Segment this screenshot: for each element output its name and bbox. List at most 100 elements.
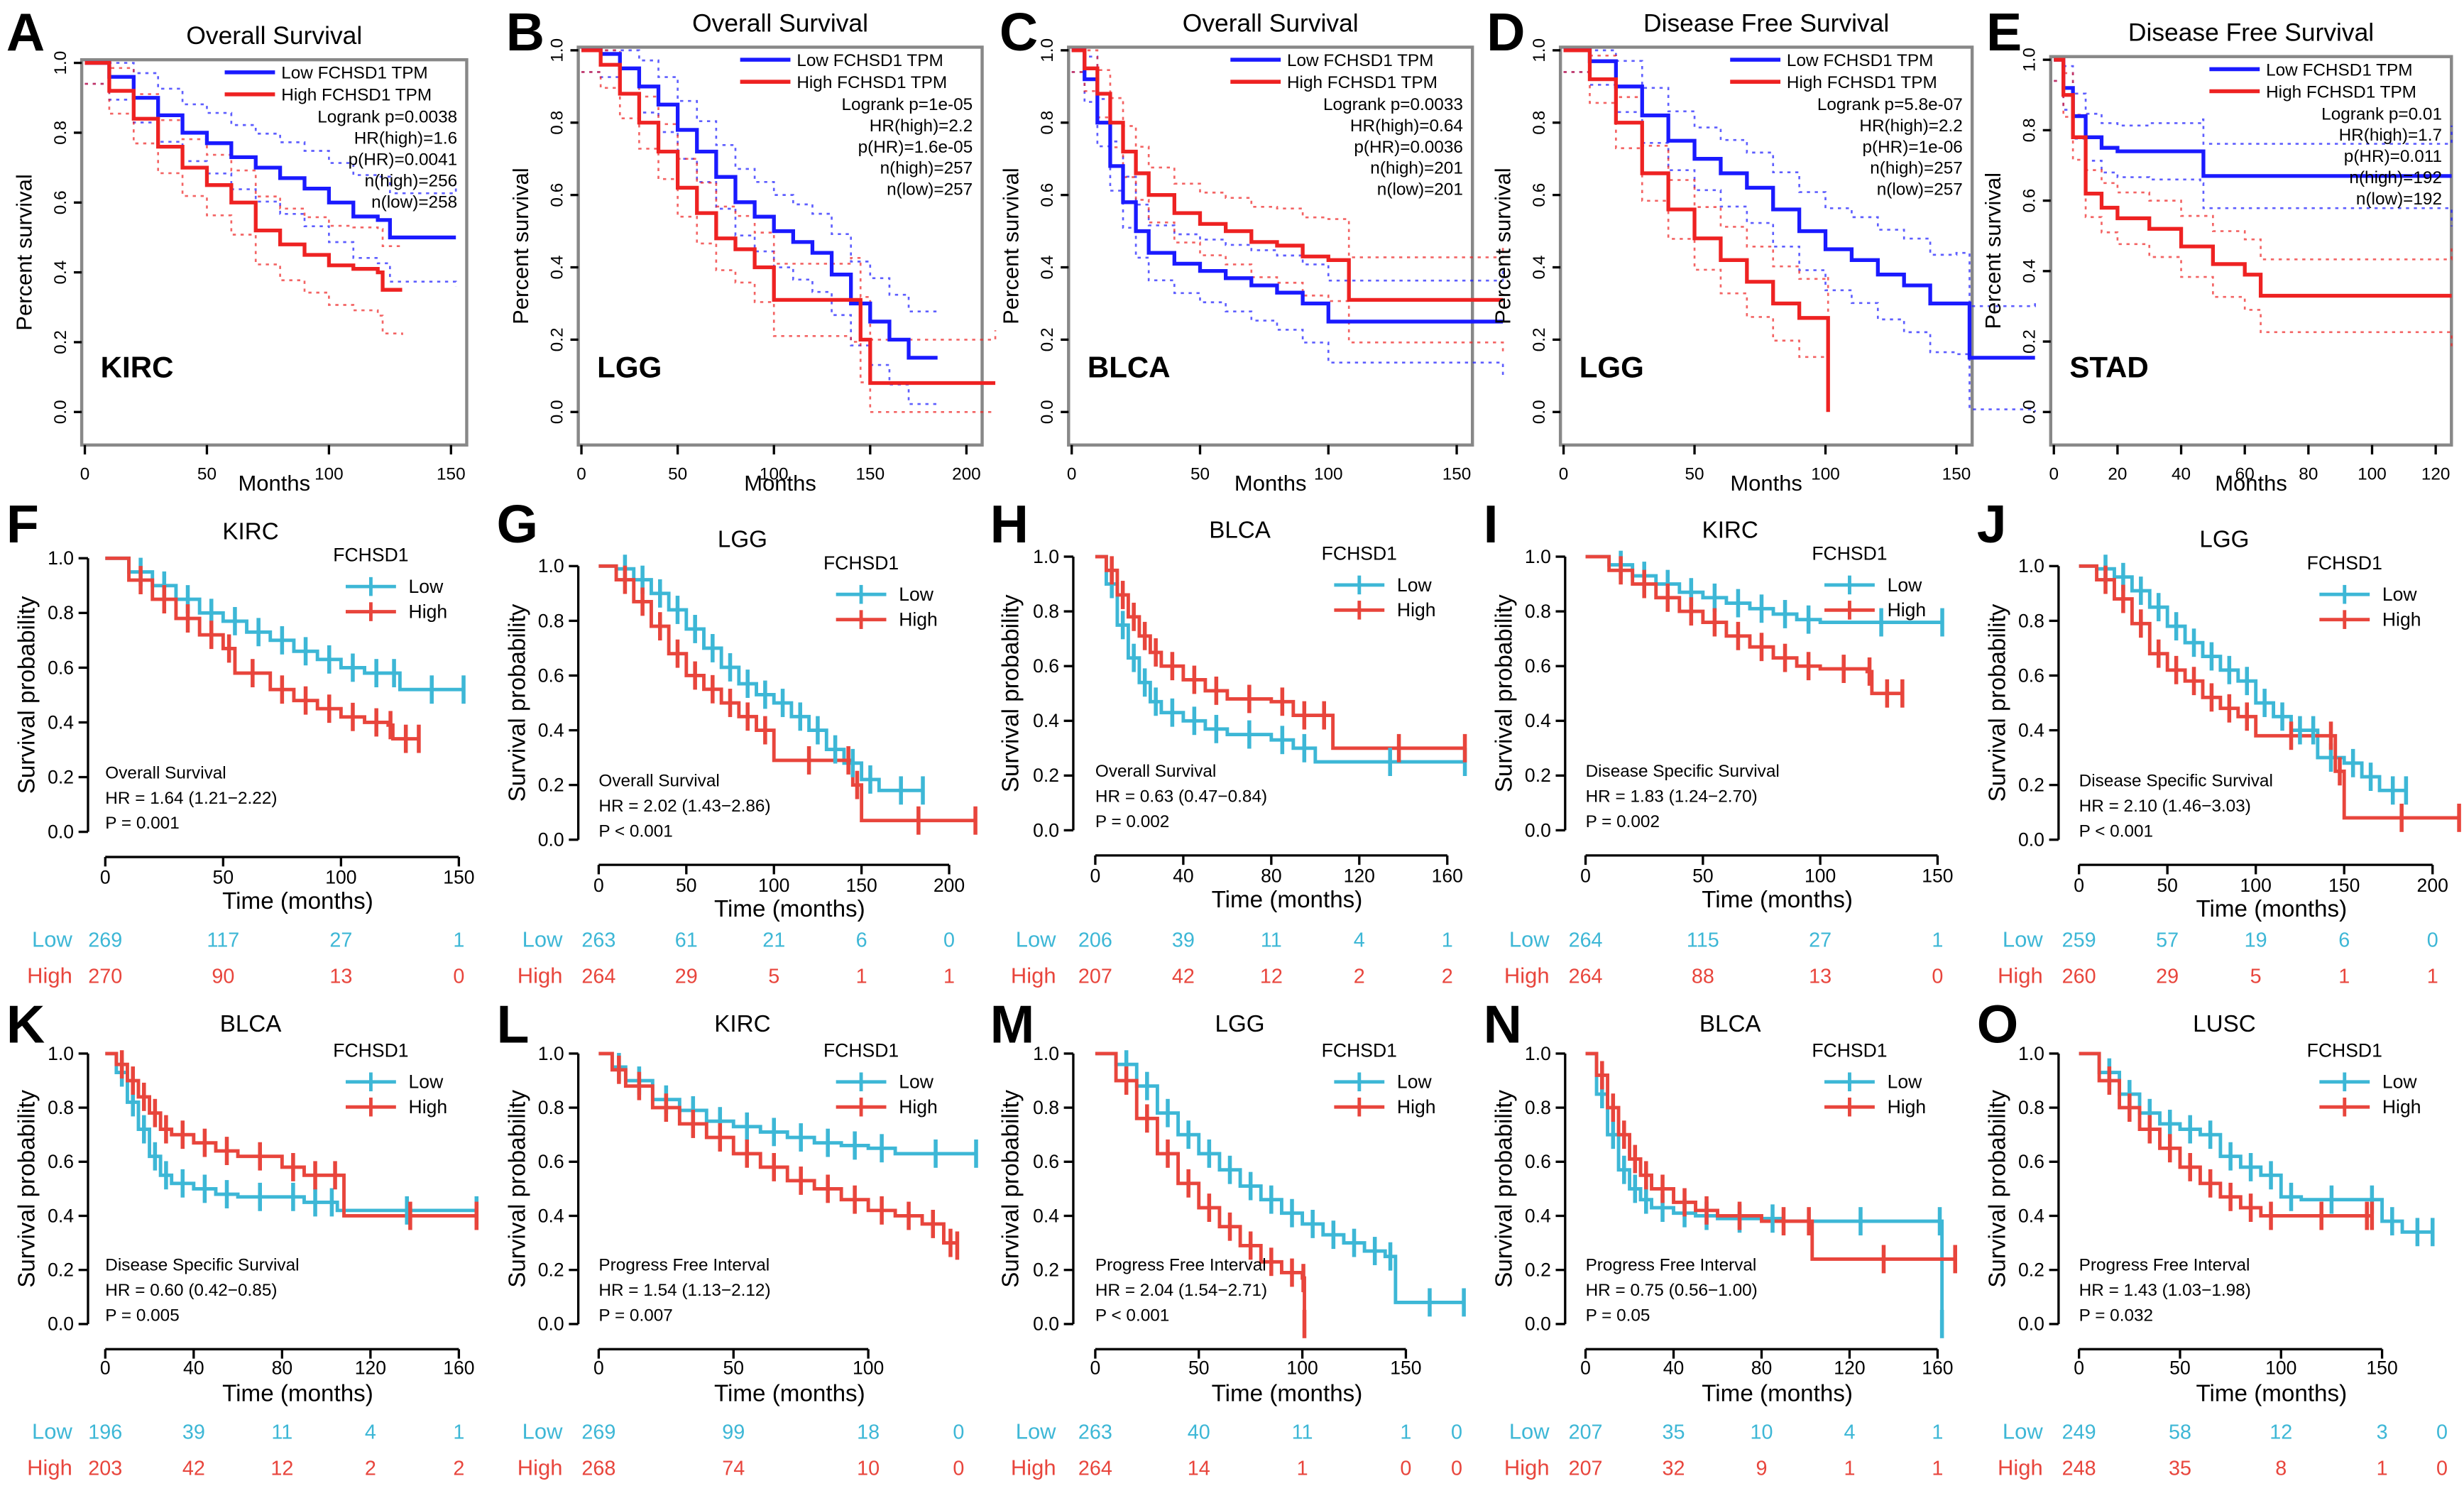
risk-table-low-label: Low bbox=[32, 1419, 72, 1444]
risk-table-high-count: 1 bbox=[856, 965, 867, 988]
risk-table-high-count: 2 bbox=[1442, 965, 1453, 988]
x-tick-label: 60 bbox=[2235, 465, 2255, 484]
y-axis-label: Percent survival bbox=[1981, 173, 2005, 329]
legend-high-label: High bbox=[1397, 1096, 1436, 1118]
x-tick-label: 120 bbox=[1834, 1357, 1865, 1379]
risk-table-high-count: 1 bbox=[943, 965, 955, 988]
hazard-ratio-label: HR = 1.64 (1.21−2.22) bbox=[105, 789, 277, 808]
x-axis-label: Time (months) bbox=[1212, 887, 1363, 913]
risk-table-low-count: 1 bbox=[453, 929, 464, 951]
low-survival-curve bbox=[84, 60, 456, 240]
x-axis-label: Time (months) bbox=[2196, 1380, 2347, 1406]
gepia-panel-e: E Disease Free Survival 0.0 0.2 0.4 0.6 0.8 1.0… bbox=[1981, 2, 2453, 496]
y-tick-label: 0.0 bbox=[1033, 819, 1059, 841]
risk-table-low-count: 1 bbox=[1400, 1421, 1411, 1444]
legend-title: FCHSD1 bbox=[823, 1039, 899, 1061]
risk-table-low-label: Low bbox=[2003, 927, 2043, 951]
legend-title: FCHSD1 bbox=[1322, 542, 1397, 564]
high-ci-lower bbox=[1563, 71, 1829, 413]
x-axis-label: Time (months) bbox=[2196, 896, 2347, 922]
p-value-label: P < 0.001 bbox=[1095, 1306, 1169, 1325]
stat-line: Logrank p=0.0033 bbox=[1323, 95, 1463, 114]
risk-table-low-count: 263 bbox=[1078, 1421, 1112, 1444]
y-tick-label: 0.8 bbox=[1033, 601, 1059, 622]
y-tick-label: 0.2 bbox=[1038, 327, 1057, 351]
risk-table-high-count: 90 bbox=[212, 965, 234, 988]
low-survival-curve bbox=[598, 564, 924, 792]
y-tick-label: 0.2 bbox=[51, 330, 70, 354]
x-tick-label: 150 bbox=[1442, 465, 1472, 484]
legend-high-label: High bbox=[409, 1096, 448, 1118]
survival-measure-label: Progress Free Interval bbox=[598, 1256, 770, 1275]
x-tick-label: 0 bbox=[80, 465, 90, 484]
hazard-ratio-label: HR = 2.04 (1.54−2.71) bbox=[1095, 1281, 1267, 1300]
stat-line: n(low)=192 bbox=[2356, 190, 2442, 209]
risk-table-high-label: High bbox=[1011, 963, 1056, 988]
y-tick-label: 0.8 bbox=[2018, 1097, 2044, 1118]
panel-title: Overall Survival bbox=[1183, 9, 1359, 37]
x-axis-label: Months bbox=[744, 471, 816, 496]
stat-line: HR(high)=2.2 bbox=[1859, 116, 1962, 136]
risk-table-low-count: 196 bbox=[88, 1421, 122, 1444]
risk-table-low-count: 6 bbox=[856, 929, 867, 951]
x-tick-label: 0 bbox=[1090, 865, 1101, 887]
legend-high-label: High bbox=[899, 608, 938, 630]
plot-frame bbox=[1558, 45, 1974, 447]
y-axis-label: Survival probability bbox=[14, 1090, 40, 1288]
high-ci-lower bbox=[581, 71, 996, 413]
risk-table-high-count: 13 bbox=[1809, 965, 1831, 988]
x-tick-label: 80 bbox=[272, 1357, 293, 1379]
risk-table-high-count: 0 bbox=[2436, 1457, 2448, 1480]
x-tick-label: 40 bbox=[183, 1357, 204, 1379]
risk-table-low-count: 35 bbox=[1663, 1421, 1685, 1444]
risk-table-high-count: 2 bbox=[365, 1457, 376, 1480]
y-tick-label: 0.0 bbox=[547, 400, 566, 424]
x-tick-label: 150 bbox=[2328, 875, 2360, 896]
low-ci-upper bbox=[1563, 49, 2037, 307]
high-ci-upper bbox=[581, 49, 997, 341]
y-tick-label: 0.0 bbox=[1525, 1313, 1551, 1335]
x-tick-label: 100 bbox=[314, 465, 344, 484]
y-tick-label: 0.4 bbox=[1033, 710, 1059, 731]
panel-letter: H bbox=[990, 494, 1029, 554]
risk-table-low-count: 1 bbox=[1932, 929, 1943, 951]
risk-table-low-label: Low bbox=[32, 927, 72, 951]
legend-low-label: Low bbox=[409, 576, 444, 597]
x-tick-label: 200 bbox=[2417, 875, 2448, 896]
legend-low-label: Low bbox=[409, 1071, 444, 1093]
legend-high-label: High bbox=[1397, 599, 1436, 621]
x-tick-label: 150 bbox=[856, 465, 885, 484]
risk-table-low-count: 19 bbox=[2245, 929, 2267, 951]
x-axis-label: Time (months) bbox=[1702, 1380, 1853, 1406]
x-tick-label: 0 bbox=[1067, 465, 1077, 484]
risk-table-low-count: 99 bbox=[722, 1421, 745, 1444]
x-tick-label: 100 bbox=[1314, 465, 1343, 484]
x-tick-label: 0 bbox=[1090, 1357, 1101, 1379]
risk-table-high-count: 74 bbox=[722, 1457, 745, 1480]
x-tick-label: 50 bbox=[2169, 1357, 2191, 1379]
p-value-label: P = 0.001 bbox=[105, 814, 179, 833]
panel-letter: M bbox=[990, 994, 1035, 1054]
risk-table-low-count: 0 bbox=[953, 1421, 964, 1444]
high-survival-curve bbox=[1585, 1051, 1956, 1261]
risk-table-low-count: 249 bbox=[2062, 1421, 2096, 1444]
hazard-ratio-label: HR = 0.75 (0.56−1.00) bbox=[1586, 1281, 1758, 1300]
low-survival-curve bbox=[2054, 58, 2452, 178]
p-value-label: P = 0.005 bbox=[105, 1306, 179, 1325]
risk-table-low-count: 11 bbox=[1261, 929, 1282, 951]
risk-table-high-count: 12 bbox=[270, 1457, 293, 1480]
x-axis-label: Time (months) bbox=[714, 896, 865, 922]
hazard-ratio-label: HR = 0.60 (0.42−0.85) bbox=[105, 1281, 277, 1300]
y-tick-label: 0.4 bbox=[1525, 1205, 1551, 1226]
risk-table-low-count: 1 bbox=[1932, 1421, 1943, 1444]
x-tick-label: 120 bbox=[355, 1357, 386, 1379]
panel-letter: O bbox=[1977, 994, 2019, 1054]
low-ci-upper bbox=[84, 62, 457, 195]
y-tick-label: 1.0 bbox=[48, 547, 74, 569]
y-tick-label: 0.0 bbox=[2018, 829, 2044, 851]
stat-line: p(HR)=1.6e-05 bbox=[858, 138, 973, 157]
panel-letter: I bbox=[1484, 494, 1499, 554]
legend-high-label: High bbox=[1888, 599, 1927, 621]
risk-table-low-count: 0 bbox=[1451, 1421, 1462, 1444]
risk-table-low-count: 4 bbox=[365, 1421, 376, 1444]
